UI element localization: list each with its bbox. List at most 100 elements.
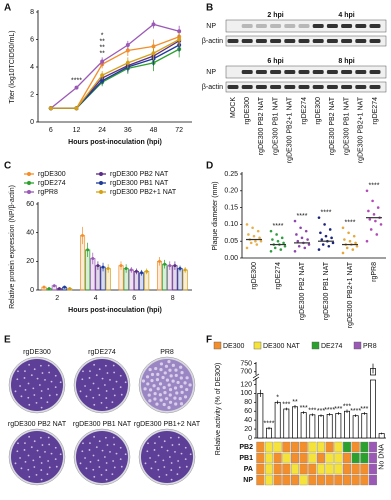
x-axis-label: Hours post-inoculation (hpi) bbox=[68, 139, 162, 146]
x-tick-label: 24 bbox=[98, 127, 106, 134]
plaque bbox=[40, 390, 43, 392]
plate-label: rgDE300 PB1 NAT bbox=[73, 421, 132, 428]
plaque bbox=[111, 401, 114, 404]
plate-well bbox=[76, 359, 128, 411]
point bbox=[343, 238, 346, 241]
plaque bbox=[180, 390, 184, 395]
plaque bbox=[28, 475, 31, 478]
point bbox=[106, 267, 110, 270]
bar bbox=[318, 415, 324, 439]
plaque bbox=[55, 465, 58, 468]
plaque bbox=[148, 367, 152, 372]
point bbox=[63, 285, 67, 289]
plaque bbox=[85, 395, 88, 398]
blot-row-label: NP bbox=[206, 23, 216, 30]
y-tick-label: 0.20 bbox=[224, 188, 238, 195]
plaque bbox=[171, 379, 175, 383]
plaque bbox=[146, 450, 149, 453]
plaque bbox=[88, 377, 91, 379]
point bbox=[271, 238, 274, 241]
segment-cell bbox=[299, 452, 308, 464]
blot-row-label: NP bbox=[206, 69, 216, 76]
point bbox=[74, 106, 79, 111]
plaque bbox=[180, 371, 184, 375]
plaque bbox=[46, 473, 49, 476]
plaque bbox=[33, 440, 36, 443]
segment-cell bbox=[273, 441, 282, 453]
plaque bbox=[24, 460, 27, 463]
segment-cell bbox=[265, 452, 273, 464]
blot-band bbox=[341, 85, 353, 89]
plaque bbox=[19, 457, 21, 459]
bar bbox=[292, 406, 298, 439]
plaque bbox=[120, 465, 123, 468]
point bbox=[81, 234, 85, 238]
point bbox=[365, 239, 369, 243]
point bbox=[295, 233, 298, 236]
plaque bbox=[158, 475, 161, 478]
blot-band bbox=[255, 70, 267, 74]
x-tick-label: rgDE300 PB2+1 NAT bbox=[347, 261, 354, 328]
plaque bbox=[47, 460, 50, 462]
point bbox=[96, 264, 100, 268]
segment-cell bbox=[369, 463, 377, 475]
segment-cell bbox=[360, 452, 369, 464]
y-tick-label: 20 bbox=[26, 258, 34, 265]
segment-cell bbox=[334, 463, 343, 475]
y-tick-label: 0 bbox=[30, 119, 34, 126]
plaque bbox=[32, 387, 35, 390]
point bbox=[259, 239, 263, 243]
x-tick-label: 8 bbox=[171, 295, 175, 302]
point bbox=[145, 269, 149, 273]
blot-band bbox=[341, 39, 353, 43]
segment-cell bbox=[256, 463, 265, 475]
point bbox=[320, 238, 324, 241]
blot-band bbox=[326, 24, 338, 28]
segment-cell bbox=[308, 452, 317, 464]
y-tick-label: 120 bbox=[240, 381, 252, 388]
plaque bbox=[184, 446, 187, 449]
legend-marker bbox=[99, 181, 103, 185]
segment-cell bbox=[334, 474, 343, 486]
annotation: ** bbox=[99, 50, 105, 57]
point bbox=[178, 267, 182, 270]
y-tick-label: 0.25 bbox=[224, 171, 238, 178]
plaque bbox=[81, 378, 84, 381]
annotation: *** bbox=[282, 402, 290, 409]
point bbox=[124, 267, 128, 270]
plaque bbox=[161, 375, 165, 380]
plaque bbox=[27, 454, 30, 457]
annotation: ** bbox=[292, 399, 298, 406]
bar bbox=[128, 269, 134, 291]
plaque bbox=[119, 374, 122, 377]
y-tick-label: 40 bbox=[244, 417, 252, 424]
bar bbox=[274, 401, 281, 439]
plaque bbox=[177, 460, 180, 462]
plaque bbox=[174, 450, 176, 453]
lane-label: rgDE274 bbox=[301, 97, 308, 125]
plaque bbox=[33, 466, 36, 468]
plaque bbox=[97, 459, 100, 462]
y-tick-label: 20 bbox=[244, 426, 252, 433]
blot-band bbox=[326, 85, 338, 89]
point bbox=[306, 238, 309, 241]
point bbox=[100, 59, 105, 64]
plate-well bbox=[11, 431, 63, 483]
y-tick-label: 40 bbox=[26, 230, 34, 237]
plaque bbox=[39, 364, 42, 367]
plaque bbox=[54, 458, 57, 461]
segment-cell bbox=[291, 452, 299, 464]
plaque bbox=[20, 395, 23, 398]
y-tick-label: 750 bbox=[240, 360, 252, 367]
segment-cell bbox=[343, 441, 351, 453]
segment-label: PA bbox=[244, 466, 253, 473]
plaque bbox=[105, 397, 108, 399]
plaque bbox=[175, 391, 179, 395]
legend-swatch bbox=[253, 341, 262, 350]
plaque bbox=[168, 456, 171, 458]
plaque bbox=[178, 443, 181, 446]
plaque bbox=[119, 458, 122, 461]
segment-cell bbox=[273, 474, 282, 486]
annotation: **** bbox=[350, 408, 361, 415]
plaque bbox=[79, 462, 82, 465]
